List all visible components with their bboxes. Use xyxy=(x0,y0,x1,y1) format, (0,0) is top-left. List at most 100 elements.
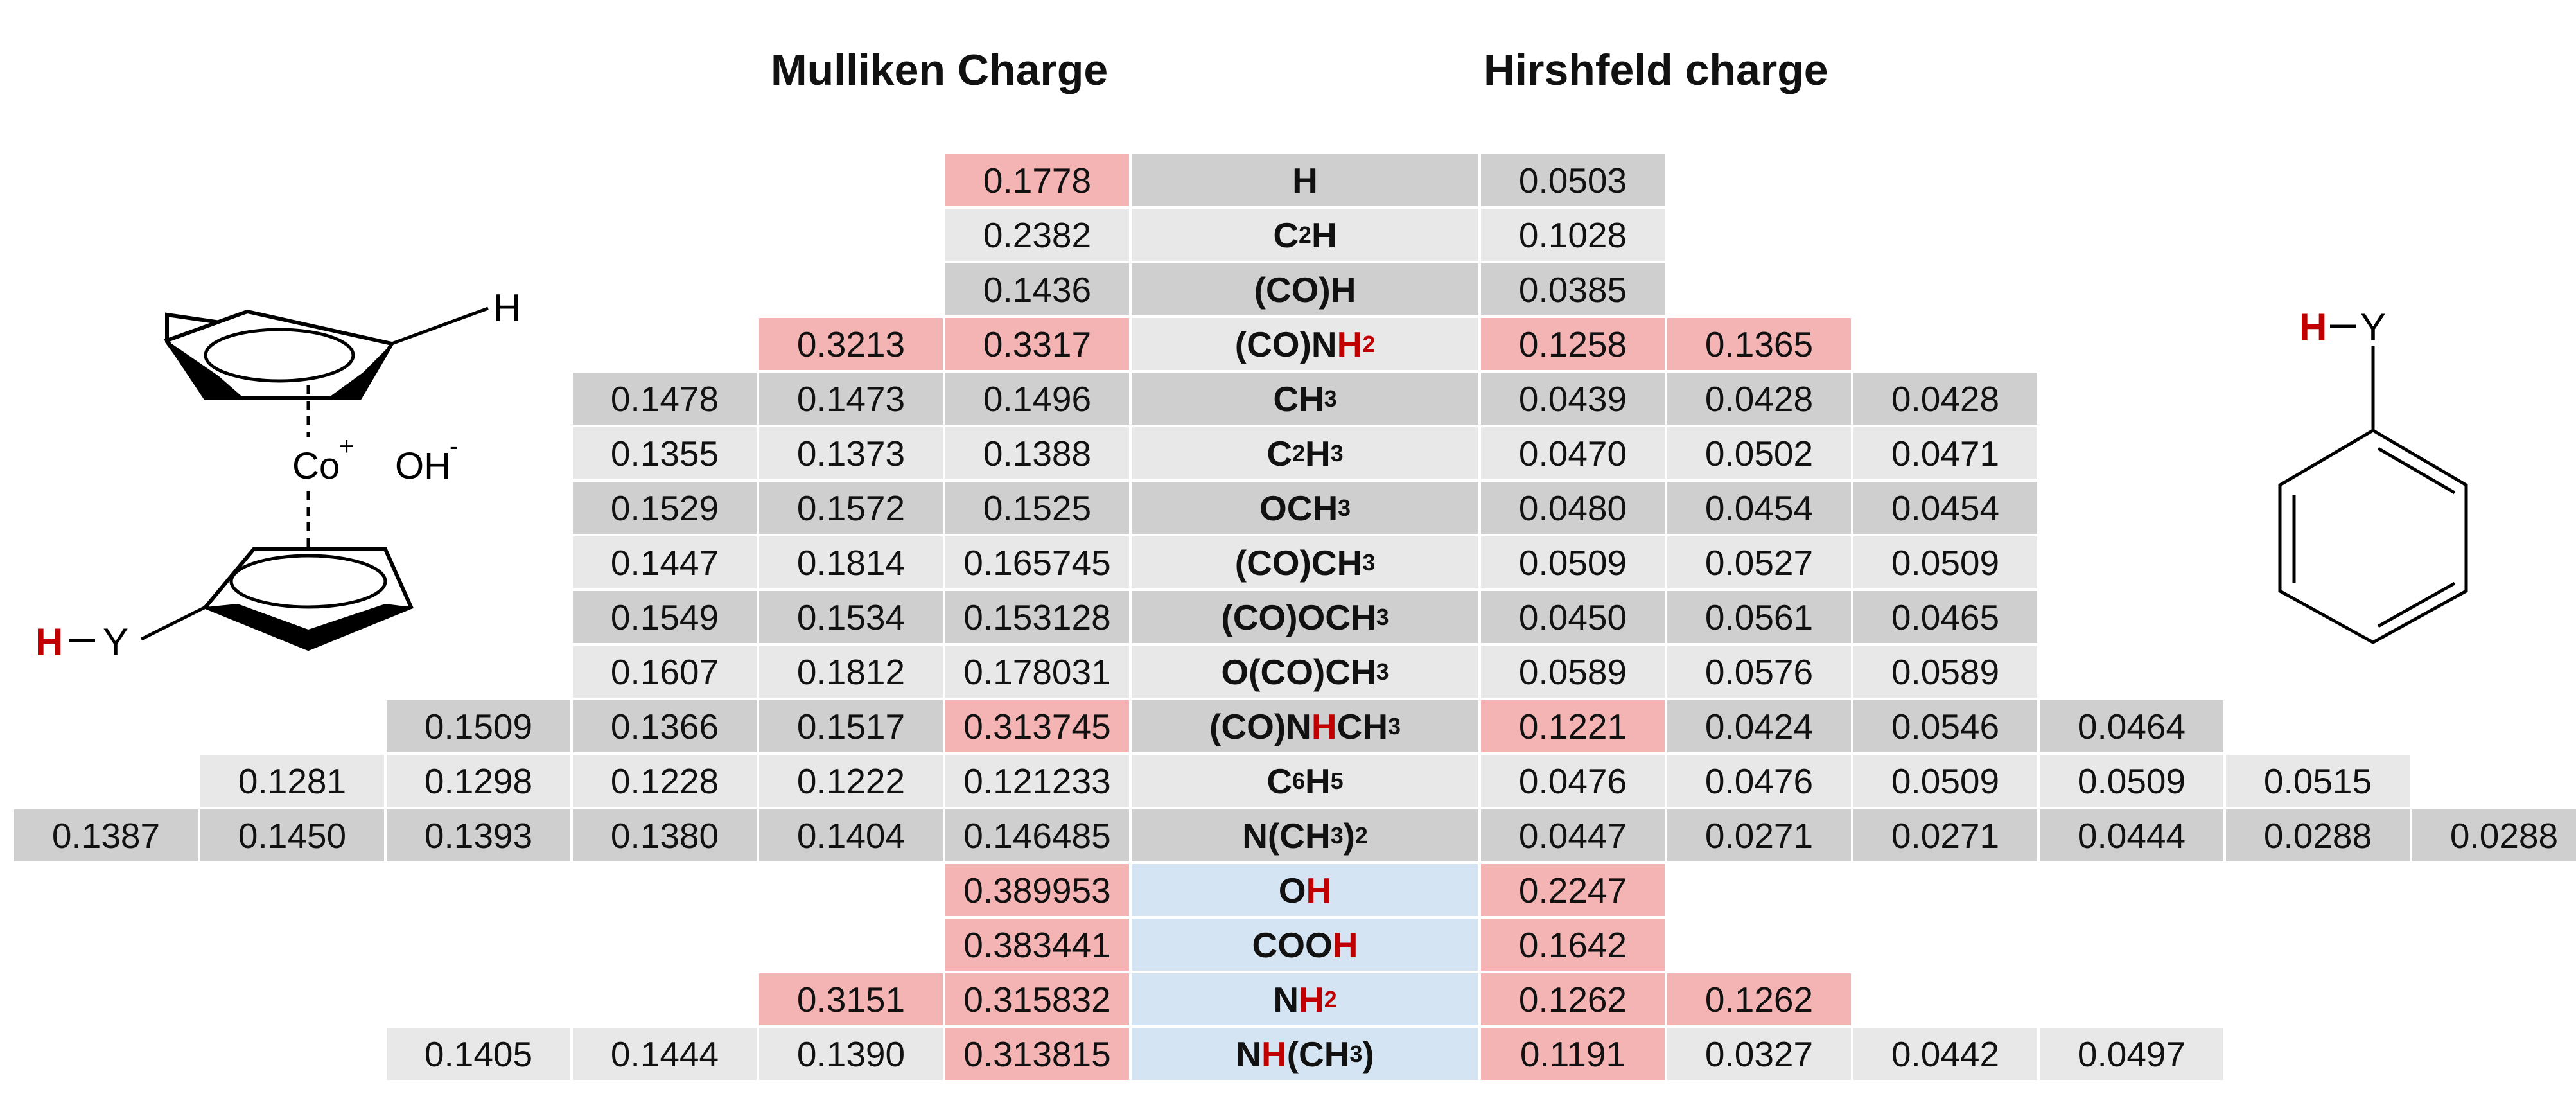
mulliken-cell: 0.1388 xyxy=(945,427,1129,479)
benzene-h-label: H xyxy=(2299,306,2327,349)
top-ring-shade-right xyxy=(328,344,392,398)
substituent-label: (CO)H xyxy=(1132,263,1478,315)
hirshfeld-cell: 0.0454 xyxy=(1853,482,2037,534)
hydroxide-charge: - xyxy=(450,432,458,461)
mulliken-cell: 0.1450 xyxy=(200,809,384,861)
mulliken-cell: 0.1436 xyxy=(945,263,1129,315)
hirshfeld-cell: 0.1028 xyxy=(1481,209,1665,261)
substituent-label: (CO)CH 3 xyxy=(1132,536,1478,588)
hirshfeld-cell: 0.0546 xyxy=(1853,700,2037,752)
mulliken-cell: 0.1366 xyxy=(573,700,757,752)
hirshfeld-cell: 0.2247 xyxy=(1481,864,1665,916)
hirshfeld-cell: 0.0447 xyxy=(1481,809,1665,861)
hirshfeld-cell: 0.0515 xyxy=(2226,755,2410,807)
hirshfeld-cell: 0.0589 xyxy=(1853,646,2037,698)
hirshfeld-cell: 0.0271 xyxy=(1667,809,1851,861)
hirshfeld-cell: 0.0502 xyxy=(1667,427,1851,479)
bottom-ring-shade-left xyxy=(206,604,308,649)
hirshfeld-cell: 0.0271 xyxy=(1853,809,2037,861)
mulliken-cell: 0.315832 xyxy=(945,973,1129,1025)
hirshfeld-cell: 0.0288 xyxy=(2412,809,2576,861)
hirshfeld-cell: 0.0509 xyxy=(1853,755,2037,807)
substituent-label: CH 3 xyxy=(1132,373,1478,425)
mulliken-cell: 0.3151 xyxy=(759,973,943,1025)
mulliken-cell: 0.1393 xyxy=(387,809,570,861)
hirshfeld-cell: 0.0465 xyxy=(1853,591,2037,643)
hirshfeld-cell: 0.0576 xyxy=(1667,646,1851,698)
hirshfeld-cell: 0.0444 xyxy=(2040,809,2223,861)
mulliken-cell: 0.313745 xyxy=(945,700,1129,752)
mulliken-cell: 0.1478 xyxy=(573,373,757,425)
substituent-label: (CO)N H CH 3 xyxy=(1132,700,1478,752)
hirshfeld-cell: 0.0454 xyxy=(1667,482,1851,534)
mulliken-cell: 0.1405 xyxy=(387,1028,570,1080)
mulliken-cell: 0.1607 xyxy=(573,646,757,698)
mulliken-cell: 0.121233 xyxy=(945,755,1129,807)
cobaltocenium-structure: H Co + OH - Y H xyxy=(35,287,521,664)
substituent-label: H xyxy=(1132,154,1478,206)
top-h-bond xyxy=(391,306,489,346)
co-label: Co xyxy=(292,445,340,487)
mulliken-cell: 0.1390 xyxy=(759,1028,943,1080)
hirshfeld-cell: 0.0428 xyxy=(1667,373,1851,425)
hirshfeld-cell: 0.0442 xyxy=(1853,1028,2037,1080)
mulliken-cell: 0.1778 xyxy=(945,154,1129,206)
double-bond-2 xyxy=(2377,581,2456,628)
mulliken-cell: 0.1387 xyxy=(14,809,198,861)
hirshfeld-cell: 0.0509 xyxy=(1481,536,1665,588)
hirshfeld-cell: 0.1642 xyxy=(1481,919,1665,971)
hirshfeld-cell: 0.0439 xyxy=(1481,373,1665,425)
mulliken-cell: 0.3213 xyxy=(759,318,943,370)
hirshfeld-cell: 0.1262 xyxy=(1481,973,1665,1025)
bottom-ring-circle xyxy=(229,554,387,609)
mulliken-cell: 0.1496 xyxy=(945,373,1129,425)
hirshfeld-cell: 0.0476 xyxy=(1667,755,1851,807)
mulliken-cell: 0.1447 xyxy=(573,536,757,588)
mulliken-cell: 0.1517 xyxy=(759,700,943,752)
hirshfeld-cell: 0.0471 xyxy=(1853,427,2037,479)
mulliken-cell: 0.1572 xyxy=(759,482,943,534)
mulliken-cell: 0.1404 xyxy=(759,809,943,861)
hirshfeld-cell: 0.0450 xyxy=(1481,591,1665,643)
mulliken-cell: 0.1298 xyxy=(387,755,570,807)
mulliken-cell: 0.1355 xyxy=(573,427,757,479)
substituent-label: O(CO)CH 3 xyxy=(1132,646,1478,698)
mulliken-cell: 0.1814 xyxy=(759,536,943,588)
mulliken-cell: 0.1281 xyxy=(200,755,384,807)
double-bond-1 xyxy=(2377,446,2456,495)
hirshfeld-cell: 0.0385 xyxy=(1481,263,1665,315)
mulliken-cell: 0.1222 xyxy=(759,755,943,807)
top-ring-shade-left xyxy=(167,340,244,398)
bottom-h-label: H xyxy=(35,621,63,664)
mulliken-cell: 0.153128 xyxy=(945,591,1129,643)
hirshfeld-cell: 0.0476 xyxy=(1481,755,1665,807)
hirshfeld-cell: 0.0503 xyxy=(1481,154,1665,206)
hirshfeld-cell: 0.0327 xyxy=(1667,1028,1851,1080)
mulliken-cell: 0.1525 xyxy=(945,482,1129,534)
hydroxide-label: OH xyxy=(395,445,451,487)
mulliken-cell: 0.383441 xyxy=(945,919,1129,971)
mulliken-cell: 0.3317 xyxy=(945,318,1129,370)
co-charge: + xyxy=(339,432,354,461)
mulliken-cell: 0.389953 xyxy=(945,864,1129,916)
benzene-y-label: Y xyxy=(2360,306,2386,349)
hirshfeld-cell: 0.0480 xyxy=(1481,482,1665,534)
mulliken-cell: 0.1549 xyxy=(573,591,757,643)
mulliken-cell: 0.1380 xyxy=(573,809,757,861)
hirshfeld-cell: 0.1258 xyxy=(1481,318,1665,370)
benzene-structure: H Y xyxy=(2278,306,2468,644)
substituent-label: N H (CH 3) xyxy=(1132,1028,1478,1080)
substituent-label: COO H xyxy=(1132,919,1478,971)
bottom-y-bond xyxy=(140,605,207,641)
hirshfeld-cell: 0.0464 xyxy=(2040,700,2223,752)
mulliken-cell: 0.1529 xyxy=(573,482,757,534)
bottom-ring-shade-right xyxy=(308,604,411,649)
substituent-label: OCH 3 xyxy=(1132,482,1478,534)
mulliken-cell: 0.1473 xyxy=(759,373,943,425)
hirshfeld-cell: 0.0509 xyxy=(2040,755,2223,807)
top-h-label: H xyxy=(493,287,521,330)
